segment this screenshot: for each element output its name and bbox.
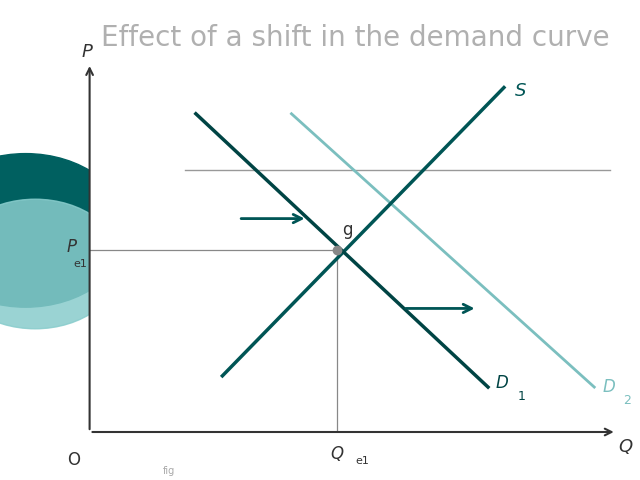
Title: Effect of a shift in the demand curve: Effect of a shift in the demand curve <box>101 24 609 52</box>
Text: Q: Q <box>330 445 343 463</box>
Circle shape <box>0 199 122 329</box>
Text: Q: Q <box>618 438 632 456</box>
Text: P: P <box>81 43 92 61</box>
Circle shape <box>0 154 128 307</box>
Text: g: g <box>342 221 353 239</box>
Text: D: D <box>602 378 615 396</box>
Text: D: D <box>496 374 509 392</box>
Text: 2: 2 <box>623 394 631 407</box>
Text: S: S <box>515 82 526 100</box>
Text: 1: 1 <box>517 390 525 403</box>
Text: fig: fig <box>163 466 175 476</box>
Text: e1: e1 <box>73 259 87 268</box>
Text: O: O <box>67 451 80 468</box>
Text: P: P <box>67 238 76 256</box>
Text: e1: e1 <box>355 456 369 467</box>
